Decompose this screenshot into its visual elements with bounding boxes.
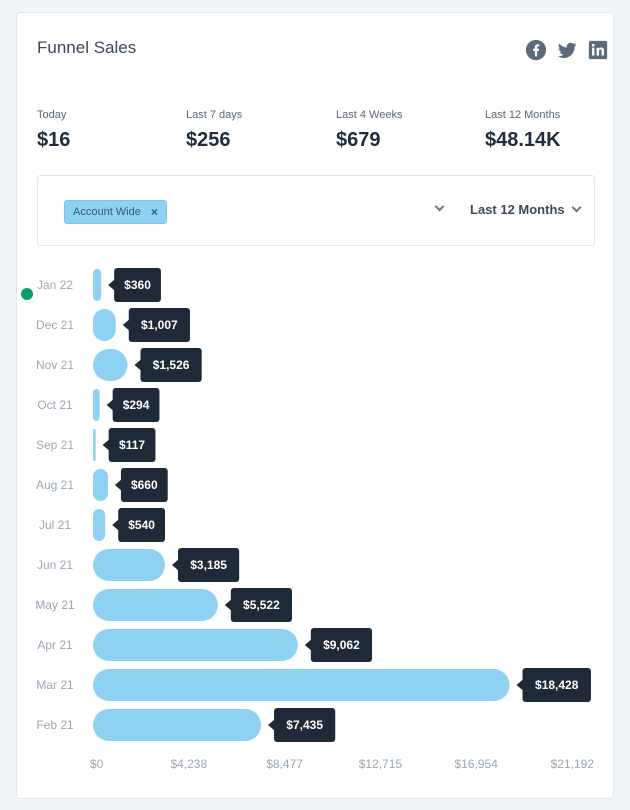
value-tooltip — [108, 428, 156, 462]
value-label: $3,185 — [190, 558, 227, 572]
tooltip-pointer — [268, 719, 276, 731]
value-tooltip — [112, 388, 160, 422]
bar — [93, 269, 102, 301]
value-tooltip — [128, 308, 190, 342]
x-tick-label: $12,715 — [359, 757, 403, 771]
bar — [93, 589, 218, 621]
bar — [93, 469, 108, 501]
stat-value: $679 — [336, 129, 381, 151]
value-tooltip — [310, 628, 373, 662]
value-label: $360 — [124, 278, 151, 292]
value-label: $9,062 — [323, 638, 360, 652]
value-label: $7,435 — [286, 718, 323, 732]
linkedin-icon[interactable] — [587, 39, 609, 61]
tooltip-pointer — [122, 319, 130, 331]
value-tooltip — [118, 508, 166, 542]
value-label: $18,428 — [535, 678, 579, 692]
category-label: Nov 21 — [36, 358, 74, 372]
value-label: $660 — [131, 478, 158, 492]
bar — [93, 669, 510, 701]
account-filter-tag[interactable]: Account Wide × — [64, 200, 167, 224]
stat-value: $256 — [186, 129, 231, 151]
value-tooltip — [274, 708, 336, 742]
value-tooltip — [522, 668, 591, 702]
status-indicator — [21, 288, 33, 300]
stat-last-12-months: Last 12 Months $48.14K — [485, 109, 561, 152]
x-tick-label: $21,192 — [551, 757, 595, 771]
stat-last-4-weeks: Last 4 Weeks $679 — [336, 109, 402, 152]
card-title: Funnel Sales — [37, 38, 137, 57]
bar — [93, 549, 165, 581]
category-label: Jan 22 — [37, 278, 73, 292]
value-tooltip — [114, 268, 161, 302]
stat-value: $16 — [37, 129, 71, 151]
category-label: Aug 21 — [36, 478, 74, 492]
tooltip-pointer — [224, 599, 232, 611]
remove-tag-icon[interactable]: × — [150, 205, 158, 219]
tooltip-pointer — [171, 559, 179, 571]
tag-label: Account Wide — [73, 206, 141, 218]
category-label: Dec 21 — [36, 318, 74, 332]
stat-label: Today — [37, 109, 67, 121]
category-label: Feb 21 — [36, 718, 74, 732]
stat-label: Last 4 Weeks — [336, 109, 403, 121]
bar — [93, 629, 298, 661]
bar — [93, 709, 262, 741]
bar — [93, 349, 128, 381]
bar — [93, 509, 106, 541]
twitter-icon[interactable] — [556, 39, 578, 61]
filter-panel: Account Wide × Last 12 Months — [37, 175, 595, 246]
value-tooltip — [177, 548, 240, 582]
bar — [93, 389, 100, 421]
value-tooltip — [120, 468, 168, 502]
value-tooltip — [140, 348, 202, 382]
stat-label: Last 12 Months — [485, 109, 561, 121]
value-label: $117 — [119, 438, 145, 452]
stat-label: Last 7 days — [186, 109, 243, 121]
category-label: May 21 — [35, 598, 75, 612]
tooltip-pointer — [112, 519, 120, 531]
value-label: $294 — [123, 398, 150, 412]
x-tick-label: $16,954 — [455, 757, 499, 771]
x-tick-label: $0 — [90, 757, 104, 771]
facebook-icon[interactable] — [525, 39, 547, 61]
stat-value: $48.14K — [485, 129, 561, 151]
tooltip-pointer — [102, 439, 110, 451]
tooltip-pointer — [304, 639, 312, 651]
x-tick-label: $4,238 — [170, 757, 207, 771]
tooltip-pointer — [108, 279, 116, 291]
value-label: $1,526 — [153, 358, 190, 372]
category-label: Jul 21 — [39, 518, 71, 532]
category-label: Sep 21 — [36, 438, 74, 452]
category-label: Oct 21 — [37, 398, 73, 412]
period-label: Last 12 Months — [470, 202, 565, 217]
category-label: Jun 21 — [37, 558, 73, 572]
category-label: Mar 21 — [36, 678, 74, 692]
category-label: Apr 21 — [37, 638, 73, 652]
value-label: $5,522 — [243, 598, 280, 612]
value-label: $540 — [128, 518, 155, 532]
tooltip-pointer — [516, 679, 524, 691]
value-label: $1,007 — [141, 318, 178, 332]
period-select[interactable]: Last 12 Months — [470, 202, 582, 217]
tooltip-pointer — [106, 399, 114, 411]
tooltip-pointer — [114, 479, 122, 491]
tooltip-pointer — [134, 359, 142, 371]
bar — [93, 429, 96, 461]
stat-last-7-days: Last 7 days $256 — [186, 109, 242, 152]
value-tooltip — [230, 588, 293, 622]
x-tick-label: $8,477 — [266, 757, 303, 771]
stat-today: Today $16 — [37, 109, 70, 152]
bar — [93, 309, 116, 341]
